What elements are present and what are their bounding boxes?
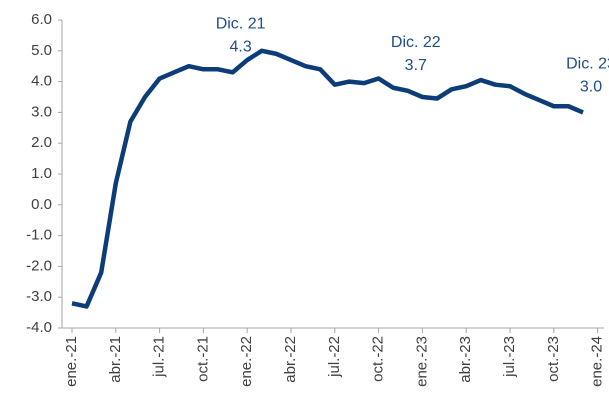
- y-tick-label: -1.0: [26, 227, 52, 244]
- y-tick-label: -3.0: [26, 288, 52, 305]
- value-label: 3.7: [405, 57, 427, 74]
- y-tick-label: 3.0: [31, 103, 52, 120]
- y-tick-label: 2.0: [31, 134, 52, 151]
- point-note: Dic. 21: [216, 16, 266, 33]
- x-tick-label: jul.-22: [326, 336, 343, 378]
- x-tick-label: ene.-23: [413, 336, 430, 387]
- x-tick-label: abr.-21: [107, 336, 124, 383]
- value-label: 3.0: [580, 79, 602, 96]
- y-tick-label: 1.0: [31, 165, 52, 182]
- x-tick-label: jul.-21: [151, 336, 168, 378]
- x-tick-label: ene.-24: [589, 336, 606, 387]
- x-tick-label: abr.-23: [457, 336, 474, 383]
- data-line: [71, 48, 584, 309]
- x-tick-label: abr.-22: [282, 336, 299, 383]
- y-tick-label: 4.0: [31, 73, 52, 90]
- x-tick-label: ene.-22: [238, 336, 255, 387]
- y-tick-label: 5.0: [31, 42, 52, 59]
- x-tick-label: oct.-23: [545, 336, 562, 382]
- x-tick-label: jul.-23: [501, 336, 518, 378]
- y-tick-label: -2.0: [26, 257, 52, 274]
- x-tick-label: ene.-21: [63, 336, 80, 387]
- value-label: 4.3: [229, 39, 251, 56]
- y-tick-label: 6.0: [31, 11, 52, 28]
- x-tick-label: oct.-22: [370, 336, 387, 382]
- y-tick-label: -4.0: [26, 319, 52, 336]
- point-note: Dic. 23: [566, 56, 609, 73]
- y-tick-label: 0.0: [31, 196, 52, 213]
- x-tick-label: oct.-21: [194, 336, 211, 382]
- point-note: Dic. 22: [391, 34, 441, 51]
